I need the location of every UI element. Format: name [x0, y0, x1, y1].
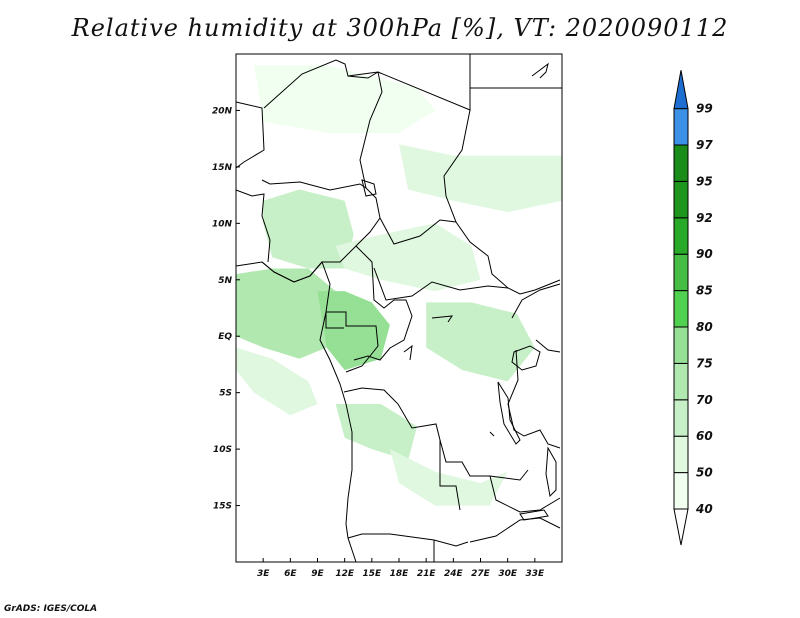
lon-tick-label: 18E: [390, 569, 410, 579]
red-sea-fragment: [531, 62, 549, 79]
lon-tick-label: 3E: [257, 569, 270, 579]
lake-malawi: [545, 446, 557, 498]
lake-victoria: [511, 345, 541, 371]
colorbar-swatch: [673, 144, 689, 182]
colorbar-swatch: [673, 108, 689, 146]
colorbar-swatch: [673, 326, 689, 364]
border-chad-sudan: [443, 109, 561, 295]
lon-tick-label: 12E: [335, 569, 355, 579]
colorbar-label: 90: [696, 247, 713, 261]
border-car-drc: [373, 267, 509, 301]
humidity-region-gulf-of-guinea-band: [236, 268, 345, 359]
border-niger: [263, 59, 383, 189]
humidity-region-southern-streak: [389, 449, 508, 506]
humidity-region-northern-haze: [254, 65, 436, 133]
colorbar-high-arrow: [673, 70, 689, 110]
humidity-region-gabon-congo-moist: [317, 291, 390, 371]
lake-kariba: [519, 509, 549, 521]
humidity-region-angola-moist: [335, 404, 418, 461]
lat-tick-label: 5N: [218, 276, 232, 286]
lake-tanganyika: [497, 381, 521, 445]
latitude-ticks: 20N 15N 10N 5N EQ 5S 10S 15S: [212, 106, 240, 512]
lon-tick-label: 33E: [525, 569, 545, 579]
colorbar-swatch: [673, 217, 689, 255]
border-sahara-1: [235, 101, 265, 169]
colorbar-label: 85: [696, 284, 713, 298]
lat-tick-label: 10S: [213, 445, 232, 455]
lat-tick-label: EQ: [218, 332, 232, 342]
colorbar-label: 80: [696, 320, 713, 334]
border-angola-zambia: [439, 440, 461, 511]
river-congo-fragment-1: [431, 315, 454, 323]
border-gabon-congo: [326, 311, 379, 373]
humidity-region-sudan-band: [399, 144, 562, 212]
lake-chad: [361, 179, 377, 197]
lat-tick-label: 5S: [219, 389, 232, 399]
border-zambia-malawi: [489, 475, 561, 513]
country-borders: [235, 54, 562, 563]
lon-tick-label: 24E: [444, 569, 464, 579]
humidity-region-atlantic-streak: [236, 347, 318, 416]
colorbar-swatch: [673, 290, 689, 328]
river-kasai-fragment: [489, 431, 495, 437]
colorbar-label: 97: [696, 138, 713, 152]
border-libya: [347, 54, 471, 111]
colorbar-label: 50: [696, 466, 713, 480]
border-uganda-kenya: [535, 339, 561, 353]
colorbar-swatch: [673, 472, 689, 510]
colorbar-swatch: [673, 362, 689, 401]
humidity-fields: [236, 65, 562, 506]
border-mali-burkina: [235, 189, 271, 263]
border-cameroon-car: [379, 217, 457, 245]
coastline-west-africa: [235, 261, 357, 563]
colorbar-label: 75: [696, 356, 713, 370]
lat-tick-label: 15N: [212, 163, 233, 173]
colorbar-swatch: [673, 435, 689, 474]
colorbar-label: 60: [696, 429, 713, 443]
border-angola-namibia: [347, 533, 469, 547]
lon-tick-label: 30E: [498, 569, 518, 579]
humidity-region-nigeria-moist: [263, 189, 354, 269]
lat-tick-label: 10N: [212, 219, 233, 229]
colorbar-label: 40: [695, 502, 713, 516]
humidity-region-east-africa-moist: [426, 302, 535, 382]
colorbar-swatch: [673, 180, 689, 219]
colorbar-label: 92: [696, 211, 713, 225]
border-rift-east: [511, 283, 561, 319]
longitude-ticks: 3E 6E 9E 12E 15E 18E 21E 24E 27E 30E 33E: [257, 558, 545, 579]
border-tanzania: [507, 349, 561, 449]
colorbar-swatch: [673, 399, 689, 437]
colorbar-label: 95: [696, 174, 713, 188]
river-congo-fragment-2: [403, 344, 413, 361]
border-zimbabwe: [469, 517, 561, 543]
colorbar-low-arrow: [673, 508, 689, 546]
lat-tick-label: 20N: [212, 106, 233, 116]
chart-title: Relative humidity at 300hPa [%], VT: 202…: [71, 14, 729, 42]
border-cameroon-gabon: [353, 245, 413, 361]
lon-tick-label: 9E: [311, 569, 324, 579]
humidity-region-central-african-band: [335, 223, 481, 292]
credit-text: GrADS: IGES/COLA: [4, 604, 98, 614]
colorbar-label: 99: [696, 102, 713, 116]
lon-tick-label: 27E: [471, 569, 491, 579]
border-equatorial-guinea: [325, 312, 344, 329]
colorbar: 40 50 60 70 75 80 85 90 92 95 97 99: [673, 70, 713, 546]
lon-tick-label: 6E: [284, 569, 297, 579]
lat-tick-label: 15S: [213, 502, 232, 512]
colorbar-swatch: [673, 253, 689, 292]
lon-tick-label: 21E: [417, 569, 437, 579]
colorbar-label: 70: [696, 393, 713, 407]
lon-tick-label: 15E: [362, 569, 382, 579]
